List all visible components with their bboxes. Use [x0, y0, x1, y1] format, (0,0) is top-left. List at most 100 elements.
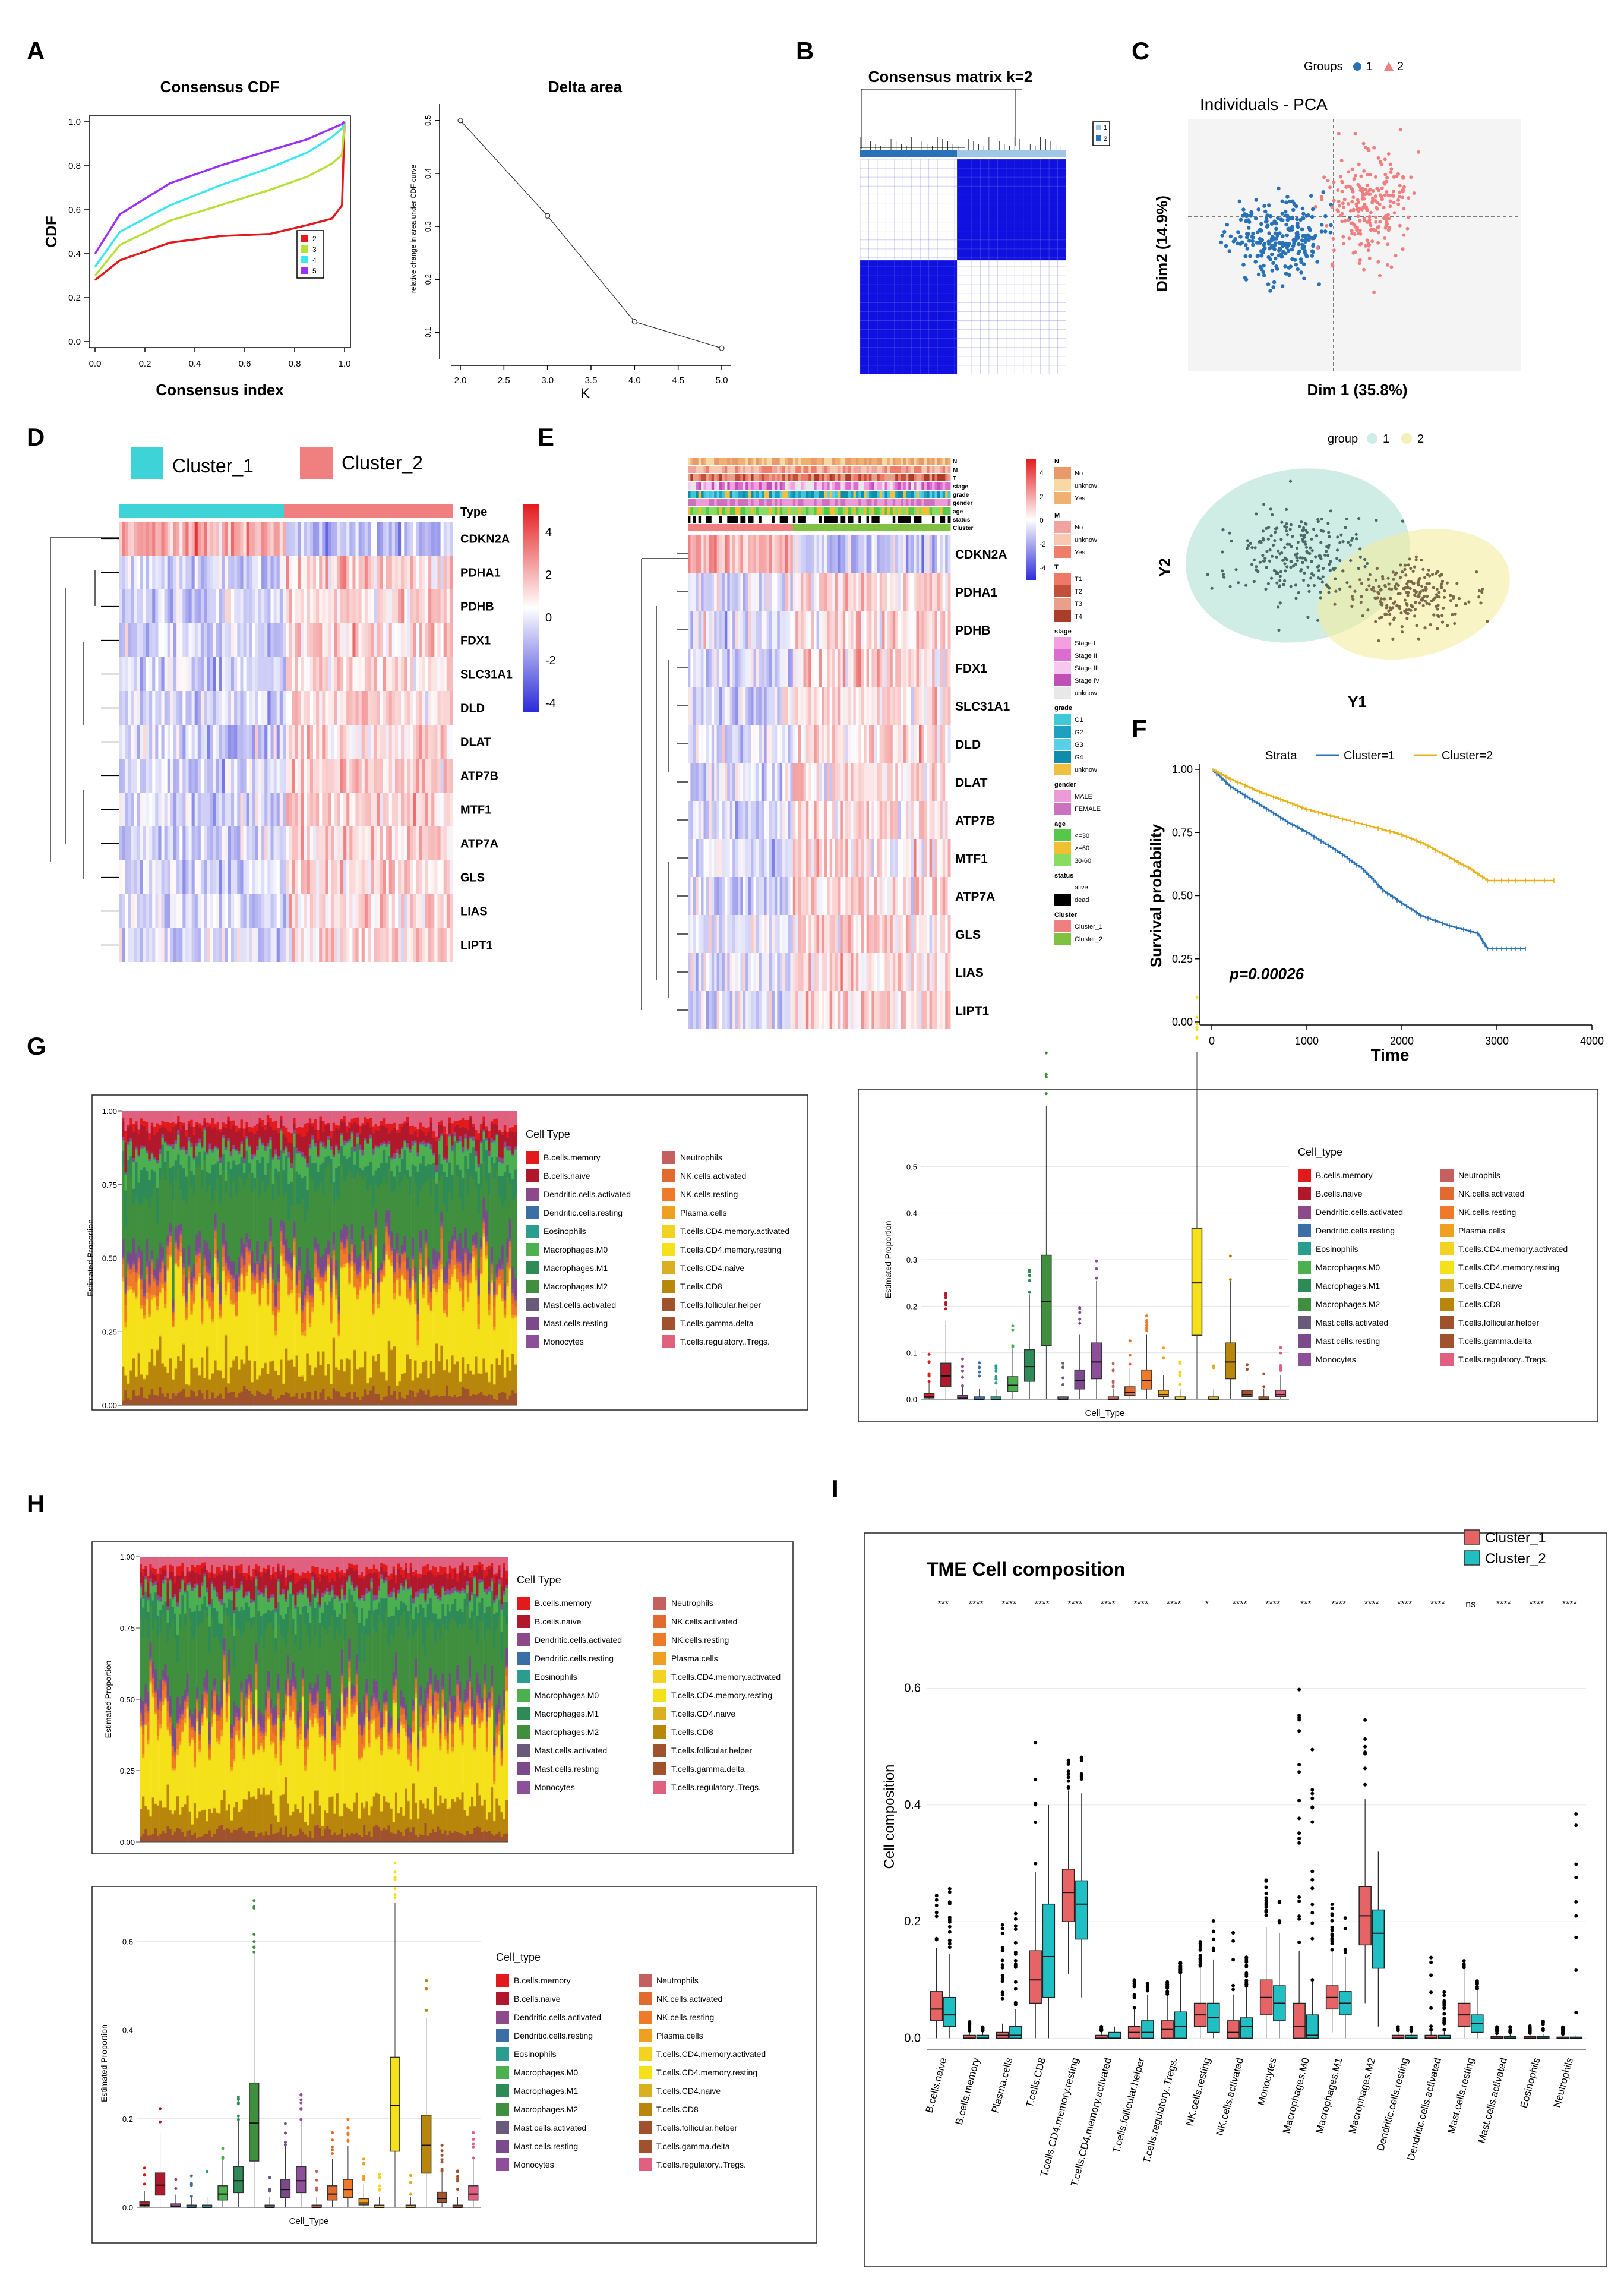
heat-cell: [893, 763, 896, 801]
tsne-point-1: [1303, 572, 1306, 575]
tsne-point-2: [1486, 620, 1489, 623]
annotation-cell: [788, 524, 791, 531]
heat-cell: [861, 915, 864, 953]
heat-cell: [845, 839, 848, 877]
heat-cell: [149, 691, 153, 725]
heat-cell: [122, 826, 125, 860]
annotation-cell: [754, 474, 757, 481]
heat-cell: [392, 793, 396, 826]
tsne-point-1: [1304, 540, 1307, 543]
heat-cell: [280, 691, 283, 725]
heat-cell: [745, 573, 748, 611]
heat-cell: [173, 725, 177, 759]
annotation-cell: [762, 474, 764, 481]
heat-cell: [861, 801, 864, 839]
annotation-cell: [835, 458, 838, 465]
annotation-cell: [701, 482, 704, 490]
tsne-point-1: [1308, 552, 1311, 555]
row-label: PDHB: [460, 601, 494, 614]
heat-cell: [304, 691, 308, 725]
tsne-point-2: [1432, 586, 1435, 589]
heat-cell: [948, 725, 951, 763]
pca-point-1: [1247, 226, 1251, 230]
heat-cell: [431, 793, 435, 826]
legend-swatch-cluster2: [300, 447, 333, 479]
annotation-cell: [840, 491, 843, 498]
heat-cell: [838, 725, 841, 763]
annotation-cell: [804, 491, 807, 498]
tsne-point-1: [1318, 554, 1321, 557]
heat-cell: [213, 623, 216, 657]
heat-cell: [921, 915, 924, 953]
heat-cell: [176, 589, 180, 623]
heat-cell: [793, 801, 796, 839]
tsne-point-1: [1268, 560, 1271, 563]
heat-cell: [425, 793, 429, 826]
heat-cell: [431, 725, 435, 759]
heat-cell: [701, 687, 704, 725]
heat-cell: [410, 725, 414, 759]
heat-cell: [292, 793, 295, 826]
legend-label: 2: [1104, 135, 1107, 143]
annotation-cell: [830, 516, 833, 523]
heat-cell: [754, 991, 757, 1029]
heat-cell: [185, 623, 189, 657]
heat-cell: [216, 657, 220, 691]
heat-cell: [719, 915, 722, 953]
heat-cell: [340, 860, 344, 894]
heat-cell: [289, 522, 292, 556]
annotation-cell: [806, 458, 809, 465]
heat-cell: [793, 763, 796, 801]
tsne-point-1: [1316, 619, 1319, 622]
heat-cell: [717, 953, 720, 991]
annotation-cell: [743, 482, 746, 490]
annotation-cell: [693, 491, 696, 498]
y-tick-label: 0.2: [424, 274, 432, 285]
annotation-cell: [851, 499, 854, 506]
tsne-point-2: [1436, 571, 1439, 574]
heat-cell: [735, 725, 738, 763]
heat-cell: [398, 725, 402, 759]
heat-cell: [365, 522, 368, 556]
heat-cell: [170, 826, 174, 860]
heat-cell: [380, 556, 383, 589]
heat-cell: [764, 953, 767, 991]
heat-cell: [328, 759, 332, 793]
pca-point-2: [1398, 224, 1402, 228]
heat-cell: [717, 763, 720, 801]
heat-cell: [722, 877, 725, 915]
legend-label: Cluster=2: [1442, 749, 1493, 762]
heat-cell: [213, 860, 216, 894]
heat-cell: [806, 725, 809, 763]
heat-cell: [751, 877, 754, 915]
annotation-cell: [704, 507, 707, 515]
heat-cell: [247, 657, 250, 691]
tsne-point-2: [1435, 593, 1438, 596]
heat-cell: [867, 535, 870, 573]
annotation-cell: [864, 474, 867, 481]
heat-cell: [228, 623, 232, 657]
heat-cell: [808, 877, 811, 915]
heat-cell: [887, 535, 890, 573]
heat-cell: [858, 573, 861, 611]
pca-point-1: [1244, 254, 1248, 258]
tsne-point-2: [1437, 595, 1440, 598]
tsne-point-1: [1222, 573, 1225, 576]
annotation-cell: [867, 482, 870, 490]
tsne-point-1: [1323, 554, 1326, 557]
heat-cell: [231, 759, 235, 793]
heat-cell: [777, 649, 780, 687]
pca-point-2: [1348, 185, 1351, 188]
annotation-cell: [699, 507, 702, 515]
tsne-point-1: [1320, 518, 1323, 520]
heat-cell: [352, 860, 356, 894]
heat-cell: [940, 687, 943, 725]
heat-cell: [216, 725, 220, 759]
annotation-cell: [690, 458, 693, 465]
annotation-cell: [893, 466, 896, 473]
heat-cell: [877, 991, 880, 1029]
heat-cell: [948, 915, 951, 953]
heat-cell: [247, 793, 250, 826]
heat-cell: [927, 801, 930, 839]
heat-cell: [808, 611, 811, 649]
